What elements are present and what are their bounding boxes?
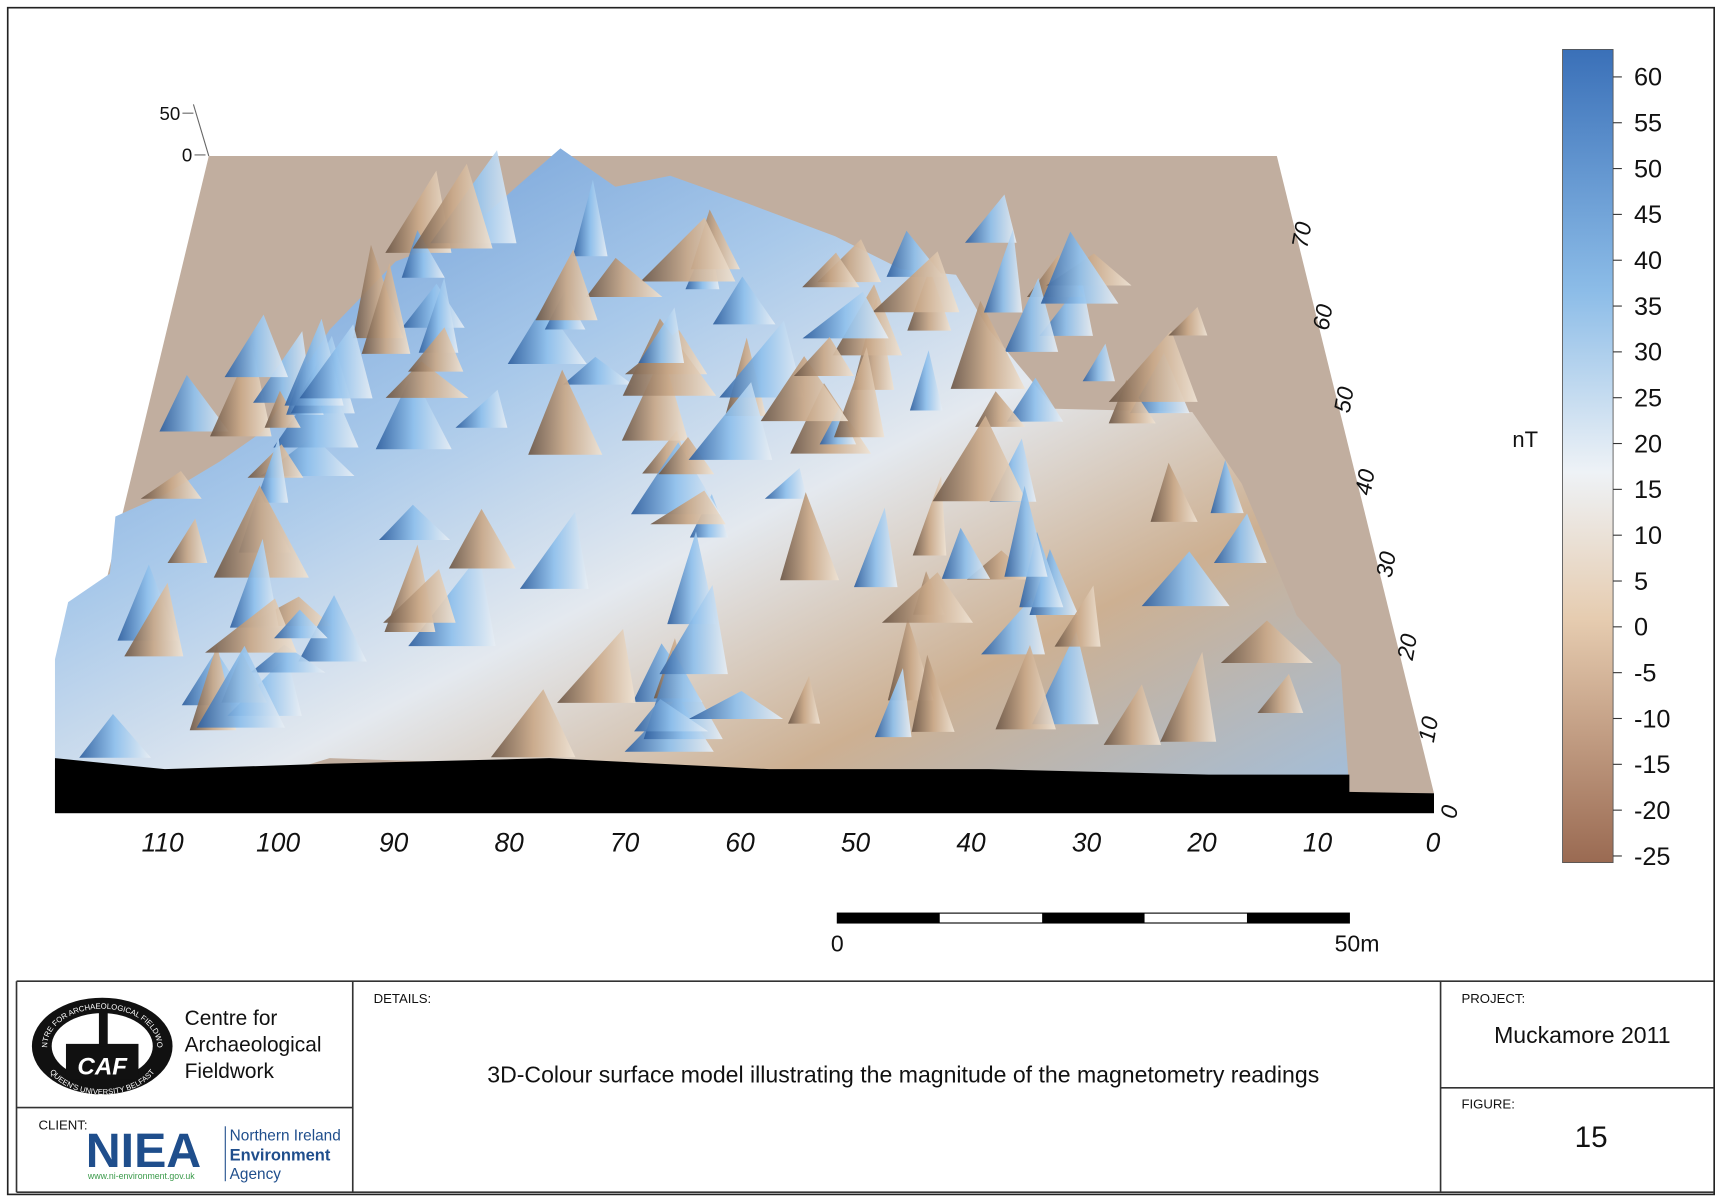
- colorbar-tick-label: 50: [1634, 155, 1662, 183]
- colorbar-tick-label: 45: [1634, 201, 1662, 229]
- details-text: 3D-Colour surface model illustrating the…: [487, 1061, 1319, 1087]
- scale-start: 0: [831, 931, 844, 957]
- details-label: DETAILS:: [374, 991, 432, 1006]
- logo-text: CAF: [77, 1054, 128, 1081]
- colorbar-tick-label: 55: [1634, 110, 1662, 138]
- org-name-line: Centre for: [185, 1007, 278, 1030]
- z-tick-label: 0: [182, 145, 192, 166]
- x-tick-label: 90: [379, 828, 409, 858]
- org-name-line: Fieldwork: [185, 1060, 275, 1083]
- y-tick-label: 30: [1371, 549, 1401, 579]
- page: { "figure": { "z_axis_ticks": [50, 0], "…: [0, 0, 1723, 1201]
- client-name-line: Northern Ireland: [230, 1128, 341, 1145]
- y-tick-label: 10: [1413, 714, 1443, 744]
- x-tick-label: 70: [610, 828, 640, 858]
- colorbar-tick-label: 0: [1634, 614, 1648, 642]
- scale-bar: [837, 913, 1349, 923]
- z-tick-label: 50: [159, 103, 180, 124]
- colorbar-tick-label: -20: [1634, 797, 1671, 825]
- colorbar-tick-label: 15: [1634, 476, 1662, 504]
- colorbar-tick-label: 60: [1634, 64, 1662, 92]
- y-tick-label: 20: [1392, 632, 1422, 663]
- client-url: www.ni-environment.gov.uk: [87, 1171, 195, 1181]
- project-label: PROJECT:: [1461, 991, 1525, 1006]
- colorbar: [1563, 49, 1614, 862]
- x-tick-label: 80: [494, 828, 524, 858]
- colorbar-tick-label: 40: [1634, 247, 1662, 275]
- y-tick-label: 70: [1286, 220, 1316, 250]
- colorbar-tick-label: 20: [1634, 430, 1662, 458]
- client-label: CLIENT:: [38, 1118, 87, 1133]
- figure-number: 15: [1575, 1121, 1608, 1154]
- colorbar-tick-label: 35: [1634, 293, 1662, 321]
- scale-end: 50m: [1335, 931, 1380, 957]
- y-tick-label: 60: [1308, 302, 1338, 332]
- x-tick-label: 110: [142, 828, 184, 858]
- x-tick-label: 60: [725, 828, 755, 858]
- colorbar-unit: nT: [1512, 427, 1538, 452]
- colorbar-tick-label: 10: [1634, 522, 1662, 550]
- project-name: Muckamore 2011: [1494, 1022, 1670, 1048]
- figure-label: FIGURE:: [1461, 1097, 1514, 1112]
- client-logo-text: NIEA: [86, 1124, 201, 1178]
- colorbar-tick-label: 30: [1634, 339, 1662, 367]
- y-tick-label: 50: [1329, 385, 1359, 415]
- colorbar-tick-label: -10: [1634, 705, 1671, 733]
- x-tick-label: 0: [1426, 828, 1441, 858]
- figure-sheet: 1101009080706050403020100 01020304050607…: [0, 0, 1723, 1201]
- x-tick-label: 10: [1303, 828, 1333, 858]
- client-name-line: Environment: [230, 1146, 331, 1164]
- x-tick-label: 30: [1072, 828, 1102, 858]
- colorbar-tick-label: 5: [1634, 568, 1648, 596]
- y-tick-label: 40: [1350, 467, 1380, 497]
- colorbar-tick-label: -15: [1634, 751, 1671, 779]
- x-tick-label: 20: [1186, 828, 1217, 858]
- client-name-line: Agency: [230, 1166, 282, 1183]
- colorbar-tick-label: -25: [1634, 843, 1671, 871]
- x-tick-label: 50: [841, 828, 871, 858]
- colorbar-tick-label: 25: [1634, 384, 1662, 412]
- org-name-line: Archaeological: [185, 1034, 322, 1057]
- x-tick-label: 100: [256, 828, 300, 858]
- x-tick-label: 40: [956, 828, 986, 858]
- colorbar-tick-label: -5: [1634, 659, 1656, 687]
